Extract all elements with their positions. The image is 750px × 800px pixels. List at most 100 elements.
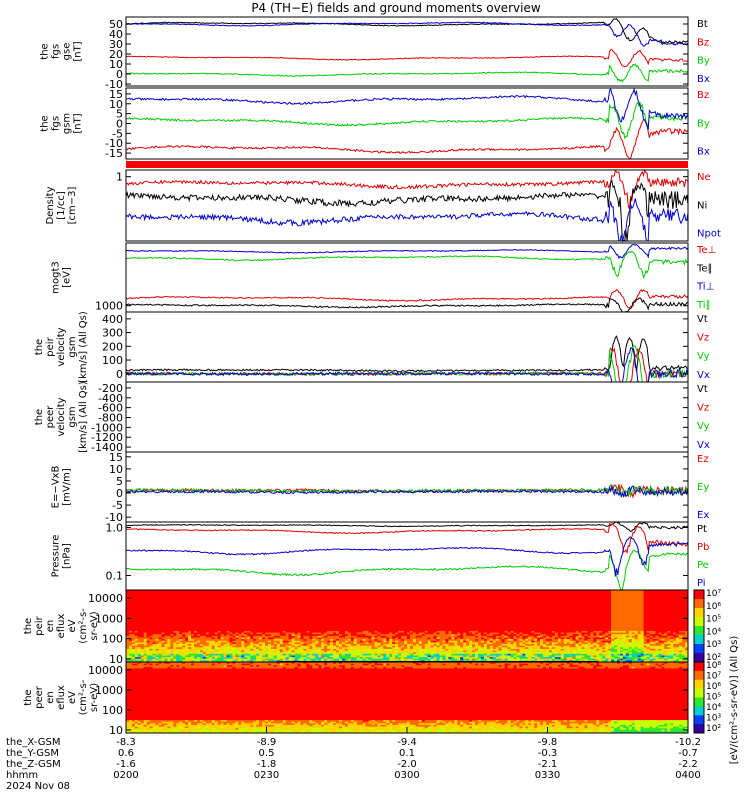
colorbar-tick: 10³: [706, 714, 721, 724]
legend-Pe: Pe: [697, 560, 709, 571]
y-axis-label: peer: [45, 405, 56, 429]
y-tick-label: 1.0: [106, 521, 124, 534]
y-tick-label: 1000: [95, 684, 123, 697]
colorbar-tick: 10³: [706, 640, 721, 650]
x-tick-label: -0.3: [538, 748, 558, 759]
plot-title: P4 (TH−E) fields and ground moments over…: [251, 1, 541, 15]
y-axis-label: the: [34, 409, 45, 425]
series-line-Pb: [125, 522, 689, 555]
series-line-Pe: [125, 549, 689, 591]
y-tick-label: 300: [102, 327, 123, 340]
x-tick-label: -0.7: [678, 748, 698, 759]
colorbar-tick: 10⁶: [706, 602, 721, 612]
x-tick-label: -10.2: [675, 737, 701, 748]
y-axis-label: eV: [67, 691, 78, 704]
panel-density: 1 Density [1/cc] [cm−3] Ne Ni Npot: [45, 168, 721, 243]
legend-Ti∥: Ti∥: [696, 300, 711, 311]
legend-Bz: Bz: [697, 37, 709, 48]
legend-Ti⊥: Ti⊥: [696, 282, 714, 293]
y-tick-label: 20: [109, 48, 123, 61]
y-tick-label: 0.1: [106, 570, 124, 583]
y-tick-label: 0: [116, 118, 123, 131]
legend-Vt: Vt: [697, 384, 708, 395]
legend-Te⊥: Te⊥: [696, 245, 716, 256]
series-line-Pt: [125, 521, 689, 533]
y-tick-label: -10: [105, 78, 123, 91]
legend-Bx: Bx: [697, 74, 710, 85]
legend-Vz: Vz: [697, 403, 709, 414]
y-tick-label: 400: [102, 313, 123, 326]
series-line-Te⊥: [125, 288, 689, 309]
y-axis-label: velocity: [56, 397, 67, 436]
y-tick-label: 1000: [95, 612, 123, 625]
series-line-Te∥: [125, 297, 689, 313]
y-axis-label: eflux: [56, 614, 67, 639]
series-line-Bx: [125, 87, 689, 130]
y-axis-label: [cm−3]: [67, 187, 78, 225]
x-tick-label: -2.0: [397, 759, 417, 770]
y-tick-label: 100: [102, 354, 123, 367]
x-tick-label: -1.8: [257, 759, 277, 770]
x-tick-label: 0300: [394, 770, 419, 781]
panel-peir_eflux: 10000 1000 100 10 the peir en eflux eV (cm²-s-sr-…: [23, 589, 689, 666]
x-tick-label: -8.9: [257, 737, 277, 748]
y-axis-label: the: [40, 43, 51, 59]
y-tick-label: -10: [105, 511, 123, 524]
colorbar-tick: 10⁶: [706, 682, 721, 692]
legend-Ex: Ex: [697, 510, 709, 521]
legend-By: By: [697, 56, 710, 67]
y-tick-label: -1000: [91, 421, 123, 434]
y-tick-label: 10000: [88, 664, 123, 677]
x-tick-label: 0.6: [118, 748, 134, 759]
y-tick-label: -800: [98, 411, 123, 424]
y-axis-label: E=−VxB: [51, 466, 62, 509]
y-tick-label: 10: [109, 463, 123, 476]
legend-Bz: Bz: [697, 90, 709, 101]
colorbar-tick: 10⁵: [706, 615, 721, 625]
y-tick-label: 100: [102, 704, 123, 717]
y-tick-label: 0: [116, 487, 123, 500]
series-line-Ti∥: [125, 250, 689, 279]
y-tick-label: 50: [109, 18, 123, 31]
series-line-By: [125, 101, 689, 140]
legend-Pi: Pi: [697, 578, 706, 589]
y-axis-label: fgs: [51, 44, 62, 59]
y-tick-label: -10: [105, 137, 123, 150]
y-axis-label: en: [45, 620, 56, 633]
legend-Ne: Ne: [697, 172, 711, 183]
y-axis-label: [nT]: [73, 41, 84, 61]
x-tick-label: -2.2: [678, 759, 698, 770]
y-tick-label: -5: [112, 127, 123, 140]
y-tick-label: -600: [98, 402, 123, 415]
x-tick-label: 0.1: [399, 748, 415, 759]
series-line-Vt: [125, 335, 689, 373]
y-tick-label: 30: [109, 38, 123, 51]
series-line-Ti⊥: [125, 243, 689, 260]
y-axis-label: gse: [62, 43, 73, 61]
panel-frame: [125, 169, 689, 242]
legend-Vz: Vz: [697, 333, 709, 344]
separator-bar: [126, 161, 688, 168]
y-tick-label: 10000: [88, 592, 123, 605]
y-axis-label: (cm²-s-: [78, 679, 89, 715]
legend-Vt: Vt: [697, 314, 708, 325]
legend-Vx: Vx: [697, 370, 710, 381]
x-tick-label: -9.4: [397, 737, 417, 748]
y-tick-label: 10: [109, 653, 123, 666]
colorbar-tick: 10⁸: [706, 661, 721, 671]
y-axis-label: peir: [34, 615, 45, 635]
y-tick-label: 40: [109, 28, 123, 41]
y-axis-label: the: [40, 115, 51, 131]
y-tick-label: 1000: [95, 300, 123, 313]
y-axis-label: [km/s] (All Qs): [78, 381, 89, 453]
y-tick-label: 15: [109, 88, 123, 101]
y-tick-label: -5: [112, 499, 123, 512]
y-tick-label: 1: [116, 171, 123, 184]
x-tick-label: -1.6: [116, 759, 136, 770]
y-axis-label: velocity: [56, 327, 67, 366]
